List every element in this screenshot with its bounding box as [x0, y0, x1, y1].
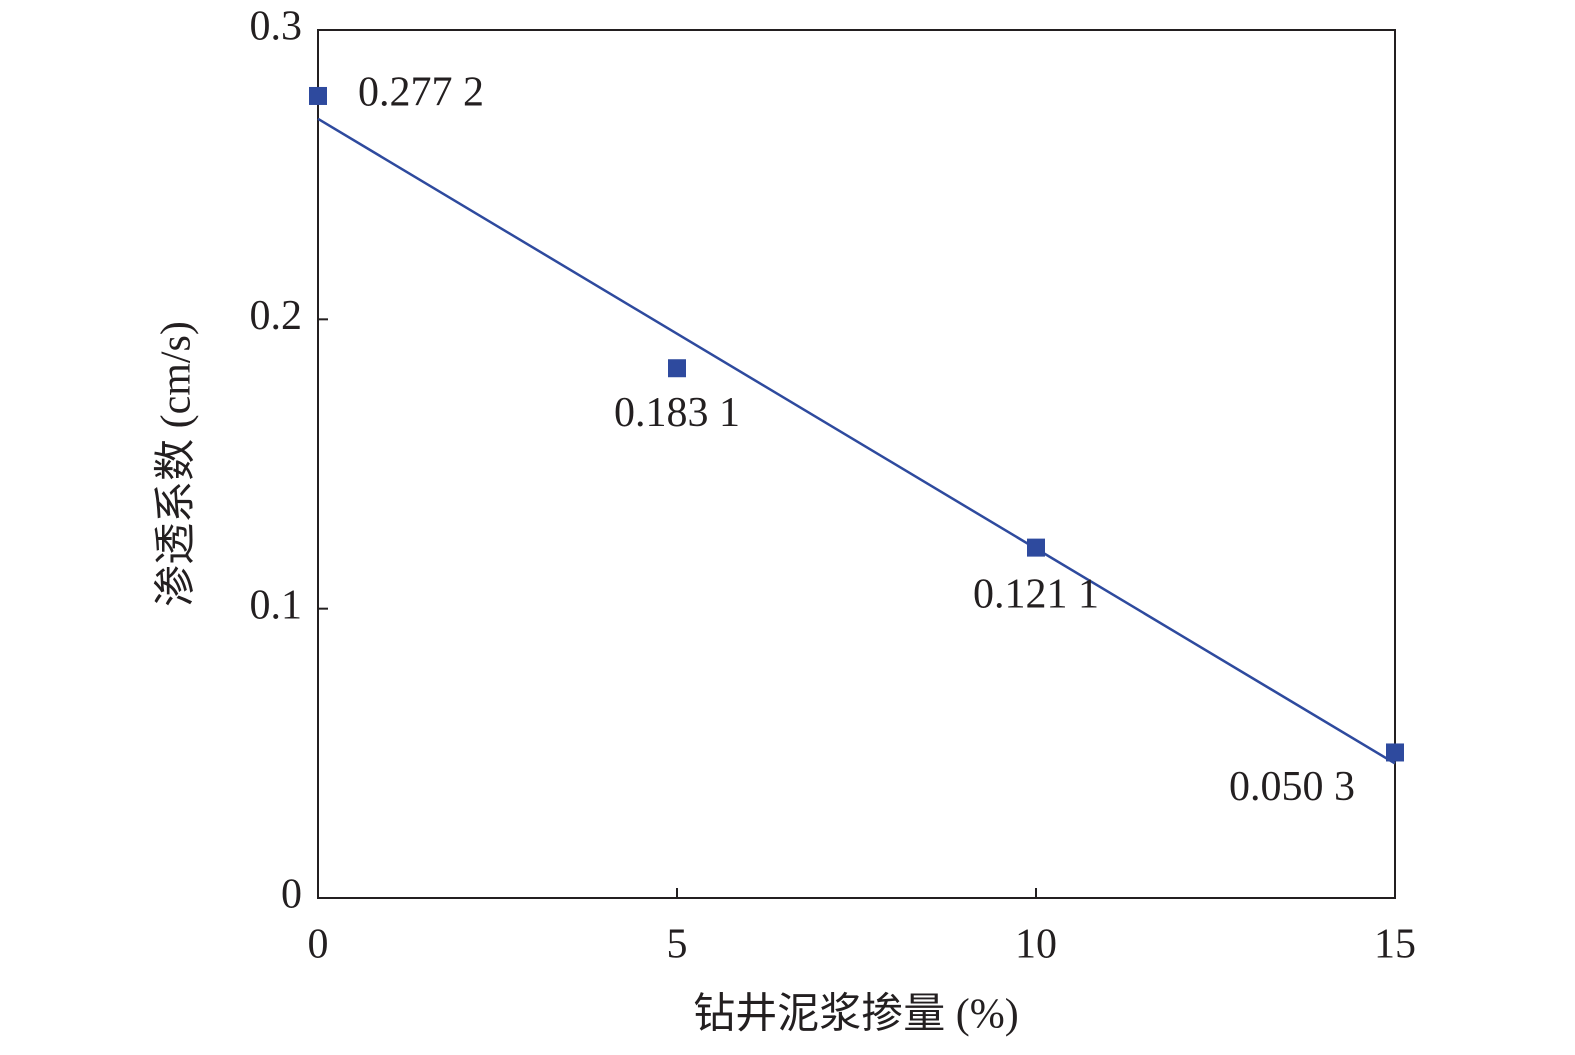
x-tick-label: 0	[308, 922, 329, 968]
x-tick-label: 15	[1374, 922, 1416, 968]
x-tick-label: 5	[667, 922, 688, 968]
y-tick-label: 0.3	[250, 4, 303, 50]
y-tick-label: 0.2	[250, 293, 303, 339]
data-point	[1386, 743, 1404, 762]
value-label: 0.277 2	[358, 70, 484, 116]
value-label: 0.183 1	[614, 390, 740, 436]
data-point	[309, 86, 327, 105]
y-tick-label: 0.1	[250, 582, 303, 628]
plot-frame	[317, 29, 1396, 899]
trend-line	[317, 117, 1396, 765]
y-tick-label: 0	[281, 872, 302, 918]
value-label: 0.121 1	[973, 571, 1099, 617]
y-axis-label: 渗透系数 (cm/s)	[154, 321, 200, 607]
x-axis-label: 钻井泥浆掺量 (%)	[693, 991, 1018, 1038]
data-point	[668, 359, 686, 378]
value-label: 0.050 3	[1229, 764, 1355, 810]
data-point	[1027, 538, 1045, 557]
x-tick-label: 10	[1015, 922, 1057, 968]
